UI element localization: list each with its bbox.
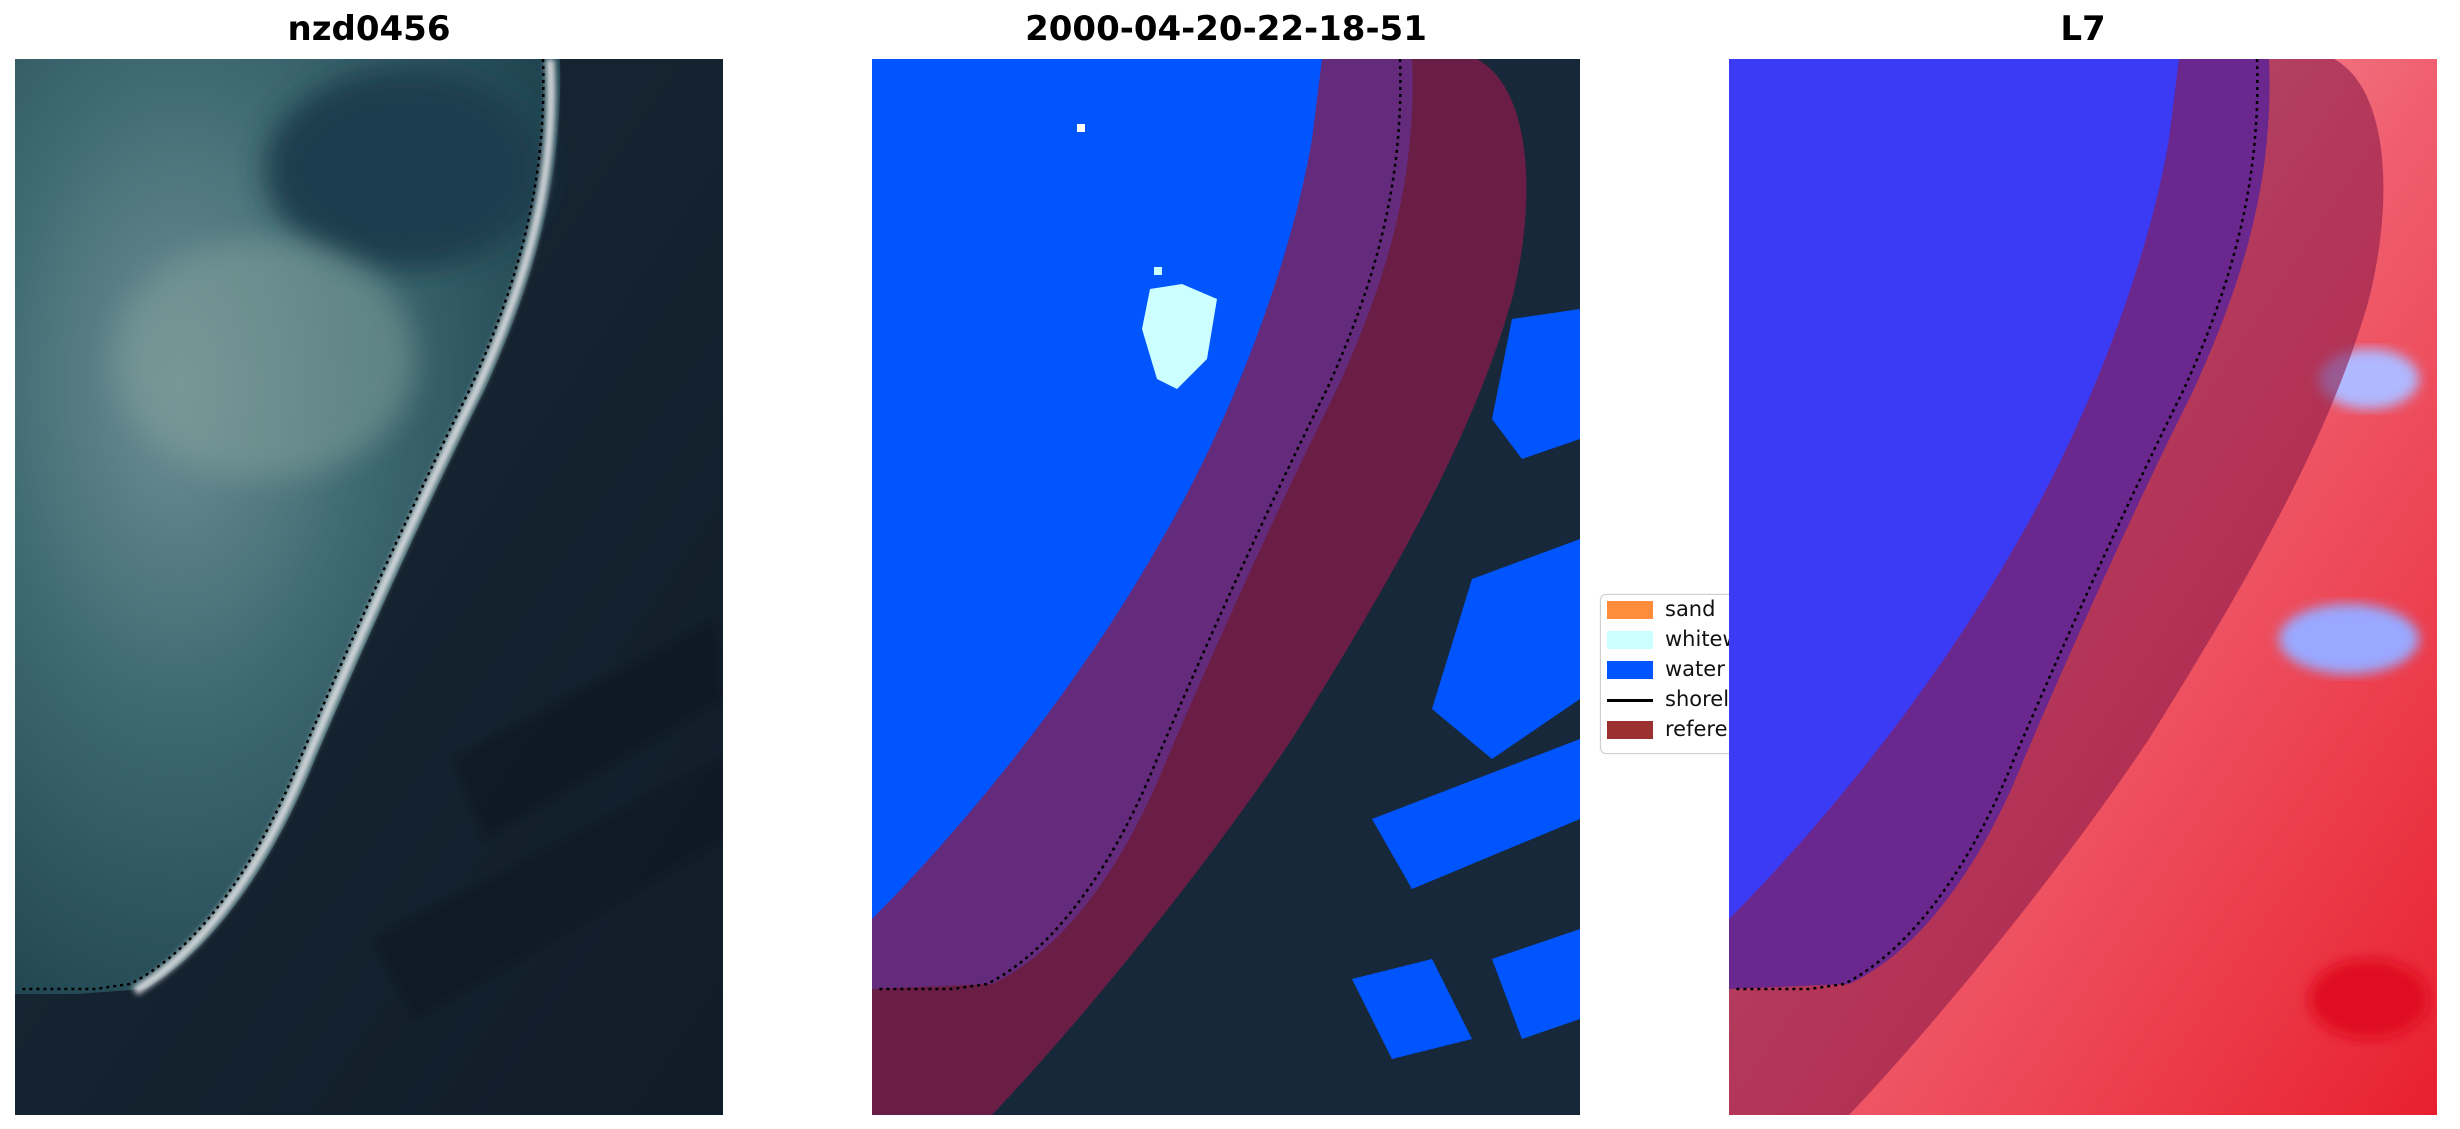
reference-buffer	[1729, 59, 2384, 1115]
water-patch-5	[1492, 929, 1580, 1039]
index-image	[1729, 59, 2437, 1115]
whitewater-speck	[1154, 267, 1162, 275]
legend-swatch-sand	[1607, 601, 1653, 619]
legend-label-water: water	[1665, 657, 1725, 681]
water-patch-4	[1352, 959, 1472, 1059]
legend-swatch-whitewater	[1607, 631, 1653, 649]
panel-title-rgb: nzd0456	[287, 9, 451, 49]
panel-title-classified: 2000-04-20-22-18-51	[1025, 9, 1427, 49]
water-patch-3	[1372, 739, 1580, 889]
white-speck	[1077, 124, 1085, 132]
legend-line-shoreline	[1607, 699, 1653, 702]
beach-sand-strip	[132, 59, 556, 995]
shoreline-line	[20, 59, 545, 991]
legend-label-shoreline: shorel	[1665, 687, 1730, 711]
rgb-satellite-image	[15, 59, 723, 1115]
classified-image	[872, 59, 1580, 1115]
dark-water-patch	[265, 69, 545, 269]
red-patch-1	[2309, 959, 2429, 1039]
legend-swatch-water	[1607, 661, 1653, 679]
water-patch-1	[1492, 309, 1580, 459]
legend-label-sand: sand	[1665, 597, 1716, 621]
shoreline-line	[1734, 59, 2259, 991]
shoreline-line	[877, 59, 1402, 991]
legend-label-reference: referer	[1665, 717, 1737, 741]
legend: sand whitew water shorel referer	[1600, 594, 1742, 754]
panel-title-index: L7	[2060, 9, 2106, 49]
whitewater-patch	[1142, 284, 1217, 389]
water-patch-2	[1432, 539, 1580, 759]
reference-buffer	[872, 59, 1527, 1115]
sediment-plume	[115, 239, 415, 479]
legend-swatch-reference	[1607, 721, 1653, 739]
blue-patch-2	[2279, 604, 2419, 674]
legend-label-whitewater: whitew	[1665, 627, 1740, 651]
rgb-image-canvas	[15, 59, 723, 1115]
classified-image-canvas	[872, 59, 1580, 1115]
dark-ridge-2	[375, 759, 723, 1019]
dark-ridge-1	[455, 619, 723, 839]
index-image-canvas	[1729, 59, 2437, 1115]
